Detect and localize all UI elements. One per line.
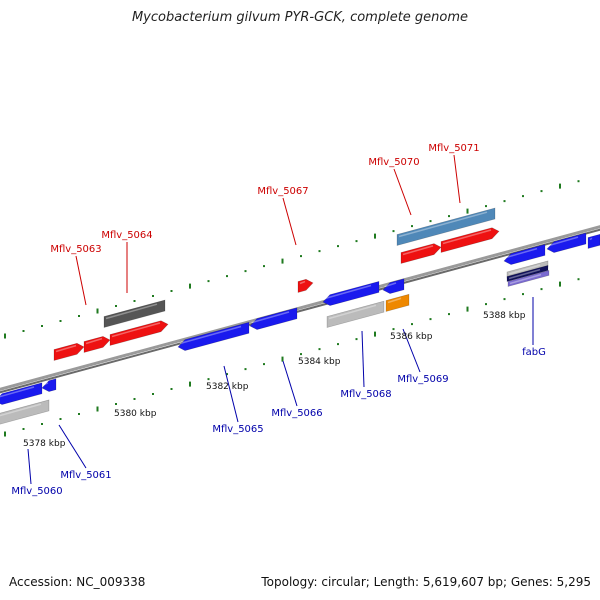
gene-mflv-5063[interactable] (53, 342, 85, 361)
gene-mflv-5067-highlight (299, 280, 306, 285)
gene-features (0, 207, 600, 426)
gene-blue-right-3-highlight (589, 237, 593, 241)
gene-label-mflv-5068[interactable]: Mflv_5068 (340, 389, 391, 400)
gene-mflv-5061-highlight (43, 382, 49, 386)
gene-mflv-5069-blue-highlight (384, 282, 397, 288)
inner-tick-track (4, 278, 580, 437)
gene-label-fabg[interactable]: fabG (522, 347, 546, 358)
gene-mflv-5070[interactable] (400, 243, 442, 264)
gene-fabg[interactable] (506, 265, 549, 282)
gene-mflv-5071[interactable] (440, 227, 500, 253)
reverse-gene-labels: Mflv_5060 Mflv_5061 Mflv_5065 Mflv_5066 … (11, 347, 546, 497)
gene-fabg-highlight (508, 268, 541, 280)
gene-mflv-5064-upper-highlight (105, 303, 158, 320)
gene-label-mflv-5069[interactable]: Mflv_5069 (397, 374, 448, 385)
map-title: Mycobacterium gilvum PYR-GCK, complete g… (131, 10, 469, 25)
backbone (0, 225, 600, 394)
gene-label-mflv-5067[interactable]: Mflv_5067 (257, 186, 308, 197)
gene-blue-right-1[interactable] (503, 244, 546, 265)
gene-label-mflv-5061[interactable]: Mflv_5061 (60, 470, 111, 481)
gene-mflv-5065-highlight (179, 325, 242, 345)
leader-mflv-5070 (393, 168, 412, 216)
gene-mflv-5069[interactable] (385, 293, 410, 312)
scale-label-5382: 5382 kbp (206, 382, 249, 392)
gene-fabg-lower-highlight (509, 273, 542, 285)
gene-label-mflv-5071[interactable]: Mflv_5071 (428, 143, 479, 154)
gene-mflv-5066-highlight (251, 311, 290, 324)
genome-summary-text: Topology: circular; Length: 5,619,607 bp… (261, 575, 591, 589)
gene-mflv-5068-lower[interactable] (326, 300, 385, 328)
gene-blue-right-1-highlight (505, 247, 538, 259)
label-leaders (27, 154, 534, 485)
gene-mflv-5069-highlight (387, 297, 402, 304)
gene-label-mflv-5063[interactable]: Mflv_5063 (50, 244, 101, 255)
gene-mflv-5071-highlight (442, 229, 492, 245)
forward-gene-labels: Mflv_5063 Mflv_5064 Mflv_5067 Mflv_5070 … (50, 143, 479, 255)
gene-mflv-5068-highlight (324, 284, 372, 300)
gene-mflv-5063b[interactable] (83, 336, 111, 353)
scale-labels: 5378 kbp 5380 kbp 5382 kbp 5384 kbp 5386… (23, 311, 526, 449)
gene-mflv-5070-upper-highlight (398, 211, 488, 238)
gene-mflv-5065[interactable] (177, 321, 250, 351)
gene-blue-right-2-highlight (548, 236, 579, 247)
leader-mflv-5069 (402, 328, 421, 373)
gene-mflv-5061[interactable] (41, 378, 57, 392)
scale-label-5386: 5386 kbp (390, 332, 433, 342)
gene-mflv-5068-lower-highlight (328, 304, 377, 320)
gene-fabg-gray-highlight (508, 264, 541, 275)
gene-label-mflv-5064[interactable]: Mflv_5064 (101, 230, 152, 241)
gene-fabg-lower[interactable] (507, 270, 550, 287)
gene-mflv-5060-lower[interactable] (0, 399, 50, 426)
scale-label-5380: 5380 kbp (114, 409, 157, 419)
gene-label-mflv-5065[interactable]: Mflv_5065 (212, 424, 263, 435)
gene-label-mflv-5070[interactable]: Mflv_5070 (368, 157, 419, 168)
gene-mflv-5070-upper[interactable] (396, 207, 496, 246)
gene-mflv-5063b-highlight (85, 337, 103, 345)
gene-mflv-5067[interactable] (297, 278, 314, 293)
leader-mflv-5061 (58, 424, 87, 469)
accession-text: Accession: NC_009338 (9, 575, 146, 589)
gene-mflv-5060[interactable] (0, 382, 43, 405)
scale-label-5388: 5388 kbp (483, 311, 526, 321)
leader-mflv-5068 (361, 330, 365, 388)
gene-mflv-5066[interactable] (249, 307, 298, 330)
gene-label-mflv-5066[interactable]: Mflv_5066 (271, 408, 322, 419)
leader-mflv-5065 (223, 365, 239, 423)
gene-mflv-5064[interactable] (109, 320, 169, 346)
scale-label-5384: 5384 kbp (298, 357, 341, 367)
leader-mflv-5060 (27, 448, 32, 485)
gene-mflv-5068[interactable] (322, 281, 380, 306)
gene-mflv-5060-highlight (0, 386, 35, 398)
leader-mflv-5067 (282, 197, 297, 246)
gene-mflv-5060-lower-highlight (0, 403, 42, 417)
gene-mflv-5063-highlight (55, 344, 77, 353)
gene-mflv-5070-highlight (402, 245, 434, 256)
gene-blue-right-2[interactable] (546, 232, 587, 253)
leader-mflv-5063 (75, 255, 87, 306)
gene-mflv-5064-highlight (111, 322, 161, 338)
gene-mflv-5069-blue[interactable] (382, 278, 405, 294)
gene-label-mflv-5060[interactable]: Mflv_5060 (11, 486, 62, 497)
gene-mflv-5064-upper[interactable] (103, 299, 166, 328)
leader-mflv-5071 (453, 154, 461, 204)
outer-tick-track (4, 180, 580, 339)
backbone-line-top (0, 225, 600, 391)
scale-label-5378: 5378 kbp (23, 439, 66, 449)
gene-blue-right-3[interactable] (587, 233, 600, 249)
leader-mflv-5066 (282, 360, 298, 407)
backbone-line-bottom (0, 228, 600, 394)
